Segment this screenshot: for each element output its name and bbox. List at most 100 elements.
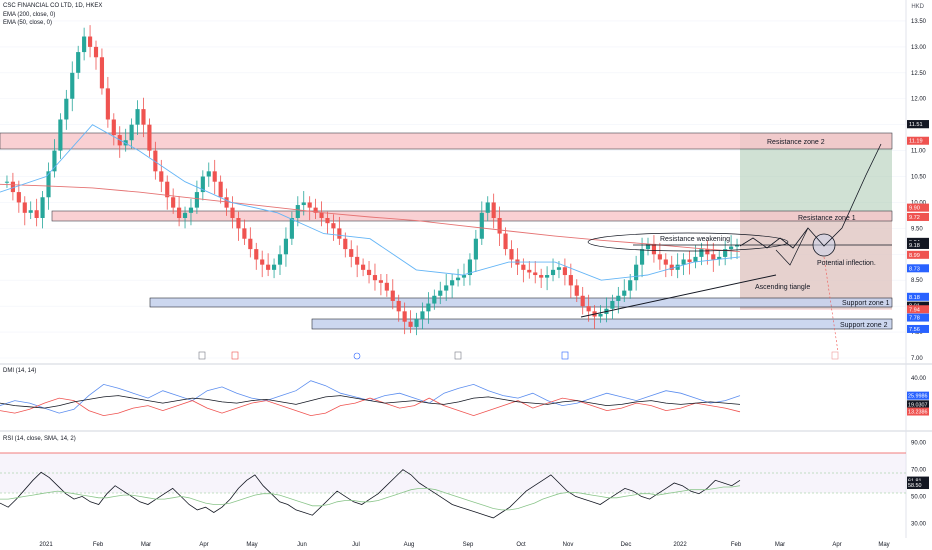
candle-body[interactable] bbox=[141, 109, 146, 125]
candle-body[interactable] bbox=[34, 210, 39, 218]
candle-body[interactable] bbox=[438, 290, 443, 296]
candle-body[interactable] bbox=[450, 280, 455, 286]
dmi-legend[interactable]: DMI (14, 14) bbox=[3, 368, 37, 374]
event-marker[interactable] bbox=[198, 351, 206, 360]
candle-body[interactable] bbox=[206, 171, 211, 177]
candle-body[interactable] bbox=[432, 295, 437, 304]
candle-body[interactable] bbox=[580, 295, 585, 307]
candle-body[interactable] bbox=[467, 259, 473, 276]
candle-body[interactable] bbox=[46, 171, 51, 198]
candle-body[interactable] bbox=[70, 72, 75, 99]
candle-body[interactable] bbox=[52, 150, 57, 172]
candle-body[interactable] bbox=[236, 218, 241, 229]
candle-body[interactable] bbox=[218, 181, 223, 198]
candle-body[interactable] bbox=[473, 238, 478, 260]
candle-body[interactable] bbox=[4, 181, 10, 183]
candle-body[interactable] bbox=[568, 275, 573, 286]
candle-body[interactable] bbox=[420, 311, 425, 320]
candle-body[interactable] bbox=[628, 280, 633, 291]
candle-body[interactable] bbox=[64, 98, 69, 120]
candle-body[interactable] bbox=[461, 275, 467, 278]
candle-body[interactable] bbox=[10, 181, 15, 193]
series-line[interactable] bbox=[0, 380, 741, 414]
candle-body[interactable] bbox=[378, 280, 383, 283]
candle-body[interactable] bbox=[289, 218, 294, 239]
candle-body[interactable] bbox=[634, 264, 639, 281]
ema50-legend[interactable]: EMA (50, close, 0) bbox=[3, 20, 53, 26]
candle-body[interactable] bbox=[337, 228, 342, 239]
candle-body[interactable] bbox=[610, 300, 615, 309]
candle-body[interactable] bbox=[147, 124, 152, 151]
candle-body[interactable] bbox=[135, 109, 140, 125]
candle-body[interactable] bbox=[177, 207, 182, 218]
event-marker[interactable] bbox=[231, 351, 239, 360]
candle-body[interactable] bbox=[82, 36, 87, 53]
candle-body[interactable] bbox=[527, 269, 532, 273]
event-marker[interactable] bbox=[831, 351, 839, 360]
candle-body[interactable] bbox=[260, 259, 265, 265]
candle-body[interactable] bbox=[248, 238, 253, 250]
candle-body[interactable] bbox=[723, 249, 728, 257]
candle-body[interactable] bbox=[550, 269, 556, 276]
candle-body[interactable] bbox=[675, 264, 680, 270]
candle-body[interactable] bbox=[99, 57, 105, 89]
candle-body[interactable] bbox=[40, 197, 45, 218]
ema200-legend[interactable]: EMA (200, close, 0) bbox=[3, 12, 56, 18]
candle-body[interactable] bbox=[366, 269, 372, 276]
candle-body[interactable] bbox=[545, 275, 550, 278]
candle-body[interactable] bbox=[639, 249, 645, 265]
candle-body[interactable] bbox=[165, 181, 170, 198]
candle-body[interactable] bbox=[426, 303, 431, 312]
candle-body[interactable] bbox=[509, 249, 514, 260]
ascending-support-line[interactable] bbox=[580, 274, 777, 318]
candle-body[interactable] bbox=[129, 124, 134, 141]
candle-body[interactable] bbox=[301, 202, 306, 206]
candle-body[interactable] bbox=[455, 277, 461, 281]
series-line[interactable] bbox=[0, 469, 741, 519]
time-axis[interactable]: 2021 Feb Mar Apr May Jun Jul Aug Sep Oct Nov Dec 202… bbox=[39, 542, 889, 548]
candle-body[interactable] bbox=[171, 197, 176, 208]
candle-body[interactable] bbox=[307, 202, 312, 208]
candle-body[interactable] bbox=[331, 223, 336, 229]
candle-body[interactable] bbox=[693, 256, 698, 263]
candle-body[interactable] bbox=[384, 282, 389, 291]
candle-body[interactable] bbox=[271, 264, 277, 270]
candle-body[interactable] bbox=[277, 254, 283, 265]
candle-body[interactable] bbox=[361, 264, 366, 270]
candle-body[interactable] bbox=[497, 218, 502, 234]
candle-body[interactable] bbox=[586, 306, 591, 312]
candle-body[interactable] bbox=[224, 197, 229, 208]
event-marker[interactable] bbox=[454, 351, 462, 360]
candle-body[interactable] bbox=[598, 313, 603, 317]
candle-body[interactable] bbox=[533, 272, 538, 276]
candle-body[interactable] bbox=[663, 259, 668, 265]
candle-body[interactable] bbox=[212, 171, 217, 182]
candle-body[interactable] bbox=[645, 243, 651, 250]
candle-body[interactable] bbox=[266, 264, 271, 270]
candle-body[interactable] bbox=[93, 46, 99, 58]
event-marker[interactable] bbox=[353, 352, 361, 360]
candle-body[interactable] bbox=[574, 285, 579, 296]
rsi-legend[interactable]: RSI (14, close, SMA, 14, 2) bbox=[3, 436, 76, 442]
support-zone-2[interactable] bbox=[311, 318, 893, 330]
candle-body[interactable] bbox=[562, 267, 567, 276]
candle-body[interactable] bbox=[230, 207, 235, 218]
candle-body[interactable] bbox=[491, 202, 496, 218]
candle-body[interactable] bbox=[372, 275, 378, 281]
candle-body[interactable] bbox=[669, 264, 674, 270]
candle-body[interactable] bbox=[349, 249, 354, 257]
candle-body[interactable] bbox=[556, 267, 562, 270]
price-axis[interactable]: 13.5013.0012.5012.0011.5011.0010.5010.00… bbox=[907, 19, 929, 362]
symbol-legend[interactable]: CSC FINANCIAL CO LTD, 1D, HKEX bbox=[3, 3, 103, 9]
candle-body[interactable] bbox=[681, 259, 686, 265]
series-line[interactable] bbox=[0, 397, 741, 417]
candle-body[interactable] bbox=[188, 207, 194, 213]
candle-body[interactable] bbox=[734, 244, 740, 247]
candle-body[interactable] bbox=[521, 264, 526, 270]
candle-body[interactable] bbox=[699, 249, 704, 257]
event-marker[interactable] bbox=[561, 351, 569, 360]
candle-body[interactable] bbox=[503, 233, 508, 250]
candle-body[interactable] bbox=[58, 119, 63, 151]
candle-body[interactable] bbox=[87, 36, 93, 47]
candle-body[interactable] bbox=[22, 202, 27, 213]
